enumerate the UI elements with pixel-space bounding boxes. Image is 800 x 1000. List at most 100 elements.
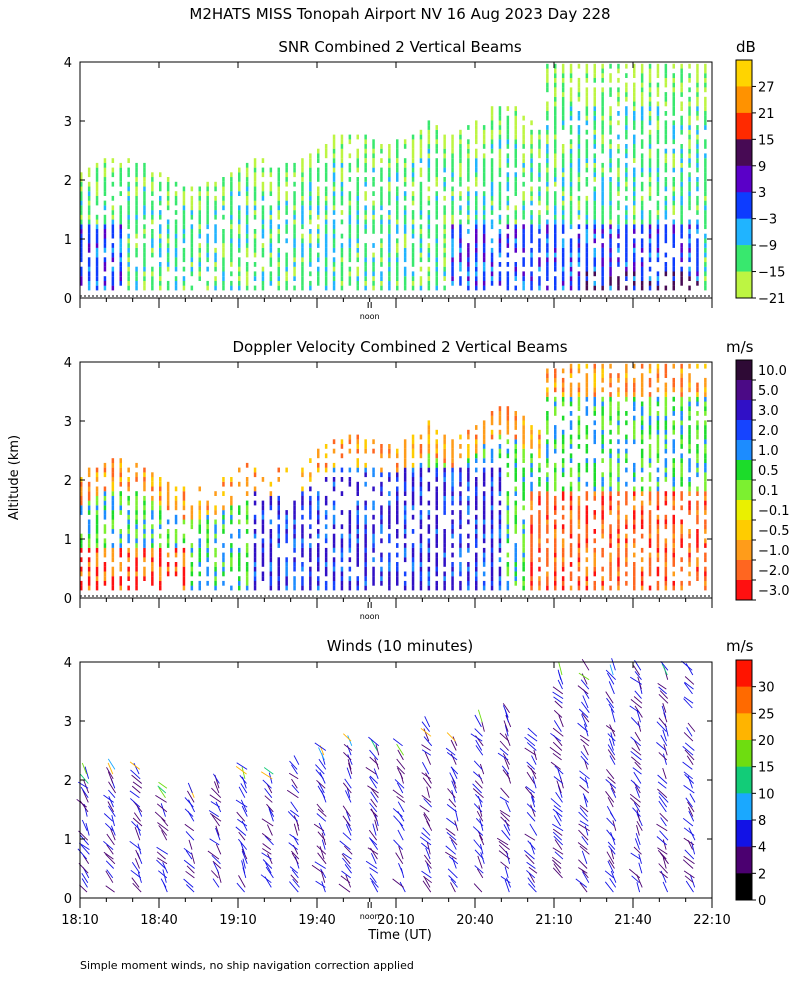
snr-cell [403, 167, 407, 173]
velocity-cell [609, 562, 612, 567]
snr-cell [617, 134, 620, 140]
velocity-cell [609, 411, 612, 416]
velocity-cell [704, 406, 707, 411]
velocity-cell [625, 387, 628, 393]
snr-cell [135, 243, 138, 248]
snr-cell [411, 148, 415, 154]
snr-cell [119, 177, 122, 182]
velocity-cell [403, 543, 407, 548]
wind-barb [347, 754, 353, 765]
snr-cell [324, 200, 328, 206]
wind-barb [424, 860, 432, 869]
snr-cell [309, 252, 312, 258]
velocity-cell [569, 576, 573, 581]
snr-cell [561, 243, 565, 248]
velocity-cell [261, 552, 265, 558]
snr-cell [688, 257, 691, 263]
snr-cell [459, 224, 462, 230]
snr-cell [475, 224, 478, 230]
snr-cell [159, 238, 162, 244]
snr-cell [625, 247, 628, 253]
velocity-cell [585, 576, 589, 581]
snr-cell [364, 285, 367, 291]
snr-cell [190, 205, 194, 211]
snr-cell [617, 68, 620, 74]
velocity-cell [569, 514, 573, 520]
snr-cell [443, 285, 446, 291]
velocity-cell [593, 514, 596, 520]
velocity-cell [577, 514, 581, 520]
snr-cell [601, 96, 604, 102]
wind-barb [445, 851, 457, 860]
velocity-cell [238, 557, 241, 563]
velocity-cell [554, 533, 557, 539]
velocity-cell [245, 552, 249, 558]
velocity-cell [166, 543, 170, 548]
snr-cell [696, 87, 699, 93]
snr-cell [269, 210, 273, 215]
velocity-cell [609, 373, 612, 378]
velocity-cell [206, 514, 209, 520]
velocity-cell [640, 557, 644, 563]
snr-cell [482, 210, 486, 215]
snr-cell [546, 106, 549, 111]
snr-cell [87, 229, 91, 234]
velocity-cell [111, 580, 115, 586]
velocity-cell [364, 543, 367, 548]
snr-cell [530, 285, 533, 291]
snr-cell [222, 229, 225, 234]
velocity-cell [87, 576, 91, 581]
velocity-cell [451, 491, 454, 496]
wind-barb [188, 839, 193, 850]
snr-cell [198, 257, 201, 263]
snr-cell [601, 111, 604, 116]
velocity-cell [396, 477, 399, 482]
velocity-cell [261, 543, 265, 548]
snr-cell [593, 280, 596, 286]
velocity-cell [459, 552, 462, 558]
velocity-cell [198, 519, 201, 525]
velocity-cell [680, 458, 683, 463]
velocity-cell [403, 448, 407, 454]
velocity-cell [87, 486, 91, 492]
velocity-cell [585, 519, 589, 525]
velocity-cell [514, 562, 517, 567]
velocity-cell [569, 382, 573, 388]
snr-cell [151, 266, 154, 272]
velocity-cell [95, 472, 99, 478]
wind-barb [447, 788, 456, 798]
velocity-cell [364, 448, 367, 454]
snr-cell [261, 247, 265, 253]
snr-cell [340, 139, 344, 145]
snr-cell [348, 238, 352, 244]
velocity-cell [680, 566, 683, 572]
velocity-cell [151, 571, 154, 577]
snr-colorbar-unit: dB [736, 38, 756, 56]
snr-cell [609, 271, 612, 277]
snr-cell [143, 195, 146, 201]
velocity-cell [135, 533, 138, 539]
wind-barb [85, 822, 90, 836]
snr-cell [269, 219, 273, 225]
snr-cell [656, 181, 660, 187]
snr-cell [443, 148, 446, 154]
velocity-cell [561, 415, 565, 421]
velocity-cell [435, 519, 438, 525]
velocity-cell [475, 529, 478, 534]
snr-cell [230, 200, 233, 206]
snr-cell [664, 210, 668, 215]
velocity-cell [696, 453, 699, 459]
velocity-cell [704, 377, 707, 383]
velocity-cell [403, 519, 407, 525]
velocity-cell [514, 524, 517, 530]
velocity-cell [411, 448, 415, 454]
velocity-cell [198, 547, 201, 553]
snr-cell [269, 224, 273, 230]
snr-cell [514, 276, 517, 281]
snr-cell [696, 224, 699, 230]
snr-cell [285, 238, 288, 244]
snr-cell [672, 276, 675, 281]
velocity-cell [514, 420, 517, 426]
snr-cell [625, 129, 628, 135]
snr-cell [301, 280, 304, 286]
